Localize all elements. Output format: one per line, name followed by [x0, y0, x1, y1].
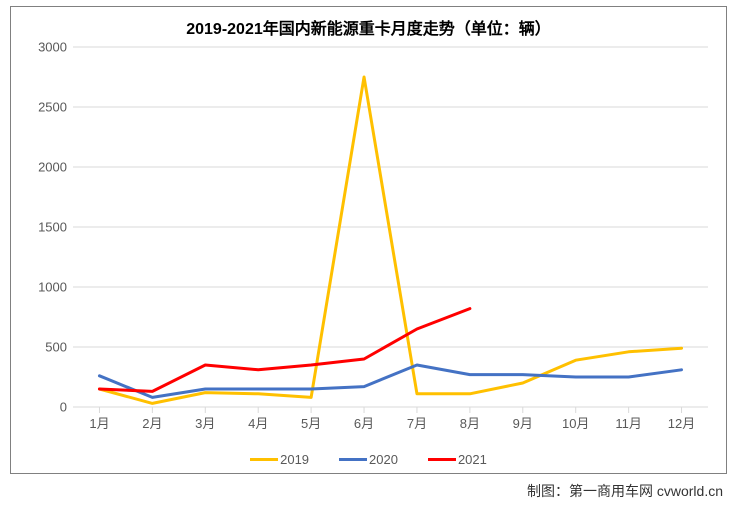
x-tick-label: 6月 — [354, 413, 374, 432]
plot-area: 0500100015002000250030001月2月3月4月5月6月7月8月… — [73, 47, 708, 407]
y-tick-label: 0 — [60, 400, 67, 415]
legend-item: 2019 — [250, 452, 309, 467]
chart-title: 2019-2021年国内新能源重卡月度走势（单位：辆） — [11, 15, 726, 39]
credit-text: 制图：第一商用车网 cvworld.cn — [527, 481, 723, 501]
x-tick-label: 3月 — [195, 413, 215, 432]
x-tick-label: 8月 — [460, 413, 480, 432]
legend-swatch — [339, 458, 367, 461]
x-tick-label: 7月 — [407, 413, 427, 432]
x-tick-label: 11月 — [615, 413, 642, 432]
legend-swatch — [250, 458, 278, 461]
chart-container: 2019-2021年国内新能源重卡月度走势（单位：辆） 050010001500… — [10, 6, 727, 474]
y-tick-label: 2500 — [38, 100, 67, 115]
legend-item: 2021 — [428, 452, 487, 467]
x-tick-label: 1月 — [89, 413, 109, 432]
x-tick-label: 9月 — [513, 413, 533, 432]
x-tick-label: 2月 — [142, 413, 162, 432]
y-tick-label: 1000 — [38, 280, 67, 295]
series-line — [99, 77, 681, 403]
y-tick-label: 2000 — [38, 160, 67, 175]
legend-label: 2019 — [280, 452, 309, 467]
y-tick-label: 1500 — [38, 220, 67, 235]
y-tick-label: 3000 — [38, 40, 67, 55]
legend-label: 2020 — [369, 452, 398, 467]
x-tick-label: 12月 — [668, 413, 695, 432]
legend-item: 2020 — [339, 452, 398, 467]
legend-label: 2021 — [458, 452, 487, 467]
legend-swatch — [428, 458, 456, 461]
series-line — [99, 365, 681, 397]
x-tick-label: 5月 — [301, 413, 321, 432]
chart-svg — [73, 47, 708, 407]
x-tick-label: 4月 — [248, 413, 268, 432]
x-tick-label: 10月 — [562, 413, 589, 432]
legend: 2019 2020 2021 — [11, 452, 726, 467]
y-tick-label: 500 — [45, 340, 67, 355]
